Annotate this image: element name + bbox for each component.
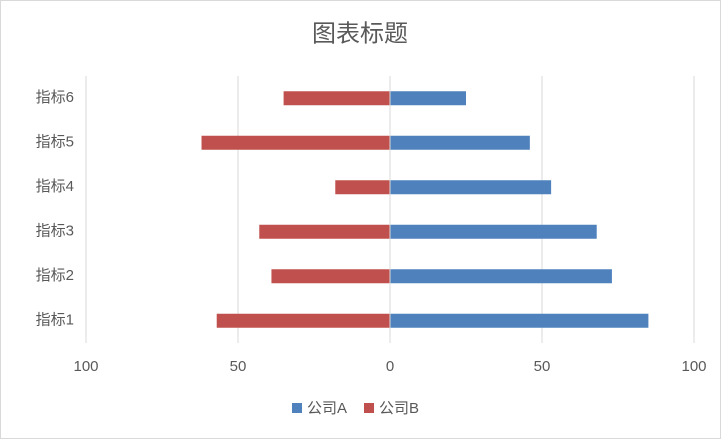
bar (271, 269, 390, 284)
x-tick-label: 50 (534, 358, 551, 375)
chart-title: 图表标题 (312, 20, 408, 47)
bar (390, 135, 530, 150)
bar (201, 135, 390, 150)
bar (216, 313, 390, 328)
x-tick-label: 0 (386, 358, 394, 375)
x-tick-label: 100 (681, 358, 706, 375)
bar (335, 180, 390, 195)
y-tick-label: 指标3 (36, 223, 74, 240)
legend-label: 公司A (307, 400, 347, 417)
y-tick-label: 指标5 (36, 134, 74, 151)
x-tick-label: 100 (73, 358, 98, 375)
y-tick-label: 指标1 (36, 312, 74, 329)
bar (390, 224, 597, 239)
bar (390, 180, 552, 195)
y-tick-label: 指标2 (36, 267, 74, 284)
x-tick-label: 50 (230, 358, 247, 375)
bar (259, 224, 390, 239)
y-tick-label: 指标6 (36, 89, 74, 106)
bar (390, 91, 466, 106)
bar (390, 269, 612, 284)
legend-swatch (364, 403, 374, 413)
y-tick-label: 指标4 (36, 178, 74, 195)
bar (390, 313, 649, 328)
legend-label: 公司B (379, 400, 419, 417)
bar (283, 91, 390, 106)
legend-swatch (292, 403, 302, 413)
